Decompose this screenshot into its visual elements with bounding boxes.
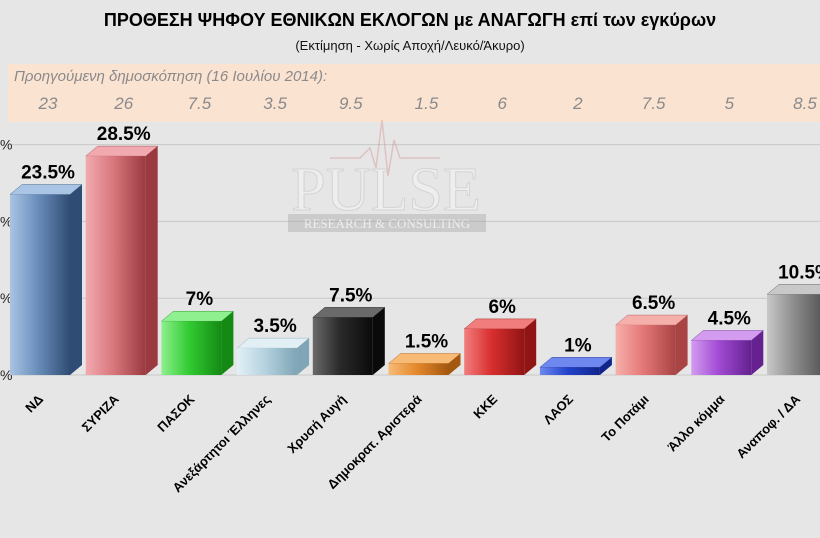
bar-value-label: 28.5% [97, 124, 151, 145]
bar: 1% [539, 335, 613, 375]
previous-poll-label: Προηγούμενη δημοσκόπηση (16 Ιουλίου 2014… [14, 68, 328, 85]
bar-top [160, 311, 234, 322]
previous-poll-value: 23 [38, 94, 58, 113]
bar-top [236, 337, 310, 349]
bar-front [312, 317, 373, 375]
category-label: ΣΥΡΙΖΑ [79, 391, 123, 435]
bars: 23.5% 28.5% 7% 3.5% 7.5% 1.5% 6% 1% 6.5% 4.5% 10.5… [9, 124, 820, 375]
previous-poll-value: 26 [113, 94, 133, 113]
bar-value-label: 6.5% [632, 293, 675, 314]
bar-front [691, 340, 752, 375]
bar: 1.5% [387, 331, 462, 375]
y-tick-labels: %%%% [0, 137, 12, 383]
y-tick-label: % [0, 213, 12, 229]
bar: 10.5% [766, 262, 820, 375]
previous-poll-value: 6 [497, 94, 507, 113]
previous-poll-band [8, 64, 820, 122]
bar-side [70, 184, 82, 375]
category-label: Αναποφ. / ΔΑ [733, 391, 803, 461]
bar-side [221, 311, 234, 375]
bar-top [766, 284, 820, 295]
bar-value-label: 1% [564, 335, 592, 356]
bar-value-label: 7% [186, 289, 214, 310]
bar: 3.5% [236, 316, 310, 375]
bar-side [372, 307, 385, 375]
bar-value-label: 1.5% [405, 331, 448, 352]
bar-top [312, 307, 386, 318]
bar-side [448, 353, 461, 375]
category-label: ΚΚΕ [470, 391, 500, 421]
previous-poll-values: 23 26 7.5 3.5 9.5 1.5 6 2 7.5 5 8.5 [38, 94, 818, 113]
category-label: ΝΔ [22, 392, 46, 416]
previous-poll-value: 2 [572, 94, 583, 113]
bar-front [388, 363, 449, 375]
bar-value-label: 3.5% [253, 316, 296, 337]
bar-value-label: 23.5% [21, 163, 75, 184]
bar: 28.5% [85, 124, 159, 375]
bar: 4.5% [690, 308, 764, 375]
chart-subtitle: (Εκτίμηση - Χωρίς Αποχή/Λευκό/Άκυρο) [295, 38, 525, 53]
bar-value-label: 6% [488, 297, 516, 318]
bar-top [539, 357, 613, 368]
bar-side [599, 357, 612, 375]
category-label: Άλλο κόμμα [665, 392, 728, 455]
category-label: Χρυσή Αυγή [284, 391, 349, 456]
bar: 6.5% [615, 293, 689, 375]
y-tick-label: % [0, 290, 12, 306]
watermark-brand: PULSE [291, 156, 480, 224]
y-tick-label: % [0, 137, 12, 153]
bar-side [145, 146, 158, 375]
bar-top [463, 318, 537, 330]
pulse-watermark: PULSE RESEARCH & CONSULTING [288, 119, 486, 232]
category-label: ΛΑΟΣ [540, 391, 576, 427]
bar-value-label: 4.5% [708, 308, 751, 329]
bar-side [297, 338, 310, 375]
bar: 23.5% [9, 163, 83, 375]
category-label: ΠΑΣΟΚ [154, 391, 198, 435]
y-tick-label: % [0, 367, 12, 383]
bar-top [387, 353, 462, 364]
previous-poll-value: 5 [725, 94, 735, 113]
bar-value-label: 7.5% [329, 285, 372, 306]
bar-front [539, 367, 600, 375]
previous-poll-value: 8.5 [793, 94, 817, 113]
bar-front [161, 321, 222, 375]
bar-front [85, 156, 146, 375]
bar-front [615, 325, 676, 375]
previous-poll-value: 1.5 [415, 94, 439, 113]
bar-top [85, 145, 159, 157]
bar-front [767, 294, 820, 375]
bar-side [675, 315, 688, 375]
bar-side [751, 330, 764, 375]
previous-poll-value: 7.5 [188, 94, 212, 113]
bar-front [237, 348, 298, 375]
chart-title: ΠΡΟΘΕΣΗ ΨΗΦΟΥ ΕΘΝΙΚΩΝ ΕΚΛΟΓΩΝ με ΑΝΑΓΩΓΗ… [103, 10, 717, 30]
watermark-tagline: RESEARCH & CONSULTING [304, 216, 470, 231]
previous-poll-value: 3.5 [263, 94, 287, 113]
bar-top [9, 184, 83, 195]
bar-side [524, 318, 537, 375]
bar-front [464, 328, 525, 375]
bar-top [615, 314, 689, 326]
bar-top [690, 330, 764, 341]
bar-value-label: 10.5% [778, 262, 820, 283]
bar: 6% [463, 297, 537, 375]
bar: 7.5% [312, 285, 386, 375]
bar: 7% [160, 289, 234, 375]
category-label: Το Ποτάμι [598, 391, 652, 445]
previous-poll-value: 7.5 [642, 94, 666, 113]
previous-poll-value: 9.5 [339, 94, 363, 113]
bar-front [10, 194, 70, 375]
